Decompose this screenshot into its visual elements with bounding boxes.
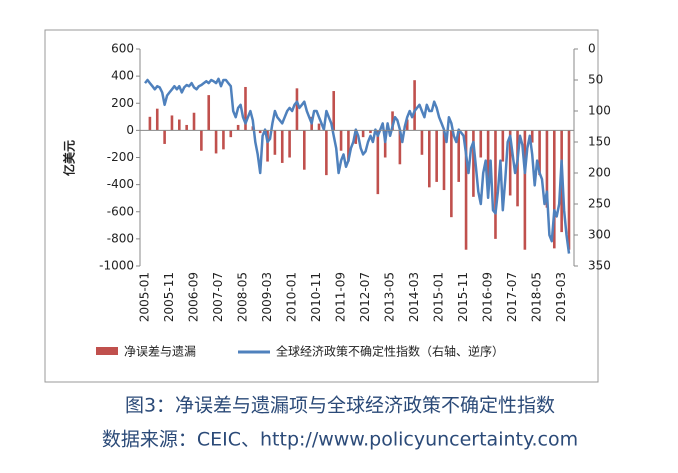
bar [303, 130, 306, 170]
legend-label: 净误差与遗漏 [124, 345, 196, 359]
x-tick-label: 2008-05 [236, 272, 250, 322]
bar [472, 130, 475, 197]
bar [332, 91, 336, 131]
bar [207, 95, 211, 131]
bar [391, 111, 394, 131]
bar [398, 130, 402, 165]
bar [420, 130, 424, 155]
bar [361, 130, 365, 138]
bar [405, 119, 409, 131]
bar [192, 112, 196, 131]
y-tick-label: -600 [107, 204, 134, 218]
bar [501, 130, 505, 162]
x-tick-label: 2019-03 [554, 272, 568, 322]
bar [200, 130, 203, 151]
y2-tick-label: 50 [588, 73, 603, 87]
x-tick-label: 2006-09 [187, 272, 201, 322]
bar [258, 130, 262, 134]
bar [552, 130, 556, 249]
bar [266, 130, 269, 162]
bar [280, 130, 284, 163]
bar [464, 130, 468, 250]
bar [288, 130, 291, 158]
y2-tick-label: 250 [588, 197, 611, 211]
bar [185, 124, 188, 131]
x-tick-label: 2015-11 [456, 272, 470, 322]
y-tick-label: -1000 [99, 259, 134, 273]
bar [347, 130, 350, 162]
bar [545, 130, 549, 208]
y-tick-label: 0 [126, 123, 134, 137]
y2-tick-label: 350 [588, 259, 611, 273]
bar [163, 130, 166, 144]
bar [383, 130, 387, 158]
bar [494, 130, 497, 239]
bar [229, 130, 233, 138]
bar [516, 130, 519, 207]
x-tick-label: 2009-03 [260, 272, 274, 322]
x-tick-label: 2005-11 [162, 272, 176, 322]
y-axis-label: 亿美元 [62, 140, 77, 176]
legend-swatch [96, 347, 118, 355]
legend-label: 全球经济政策不确定性指数（右轴、逆序） [276, 344, 504, 359]
bar [222, 130, 225, 150]
caption: 图3：净误差与遗漏项与全球经济政策不确定性指数 [125, 395, 555, 417]
bar [170, 115, 174, 131]
y2-tick-label: 200 [588, 166, 611, 180]
bar [376, 130, 380, 195]
y-tick-label: -200 [107, 150, 134, 164]
x-tick-label: 2015-01 [432, 272, 446, 322]
x-tick-label: 2014-03 [407, 272, 421, 322]
bar [155, 108, 159, 131]
y2-tick-label: 100 [588, 104, 611, 118]
bar [508, 130, 512, 196]
bar [148, 116, 152, 131]
y2-tick-label: 150 [588, 135, 611, 149]
bar [244, 86, 247, 131]
bar [442, 130, 446, 191]
bar [273, 130, 277, 155]
bar [236, 124, 240, 131]
bar [339, 130, 343, 151]
bar [567, 130, 571, 250]
bar [295, 88, 299, 131]
caption: 数据来源：CEIC、http://www.policyuncertainty.c… [102, 429, 578, 451]
x-tick-label: 2010-01 [285, 272, 299, 322]
bar [538, 130, 541, 176]
chart-frame [44, 29, 599, 383]
bar [428, 130, 431, 188]
bar [523, 130, 527, 250]
y-tick-label: -400 [107, 177, 134, 191]
bar [369, 130, 372, 134]
x-tick-label: 2007-07 [211, 272, 225, 322]
x-tick-label: 2005-01 [138, 272, 152, 322]
bar [413, 80, 416, 131]
bar [178, 119, 181, 131]
bar [479, 130, 483, 158]
bar [450, 130, 453, 218]
x-tick-label: 2016-09 [481, 272, 495, 322]
y-tick-label: 200 [111, 96, 134, 110]
bar [317, 123, 321, 131]
bar [486, 130, 490, 188]
y-tick-label: -800 [107, 231, 134, 245]
bar [457, 130, 461, 182]
bar [325, 130, 328, 176]
x-tick-label: 2013-05 [383, 272, 397, 322]
x-tick-label: 2017-07 [505, 272, 519, 322]
y2-tick-label: 300 [588, 228, 611, 242]
x-tick-label: 2018-05 [530, 272, 544, 322]
bar [530, 130, 534, 143]
y-tick-label: 600 [111, 42, 134, 56]
x-tick-label: 2012-07 [358, 272, 372, 322]
bar [214, 130, 218, 154]
bar [354, 130, 358, 144]
line [144, 77, 571, 254]
y-tick-label: 400 [111, 69, 134, 83]
bar [435, 130, 438, 182]
x-tick-label: 2010-11 [309, 272, 323, 322]
y2-tick-label: 0 [588, 42, 596, 56]
x-tick-label: 2011-09 [334, 272, 348, 322]
